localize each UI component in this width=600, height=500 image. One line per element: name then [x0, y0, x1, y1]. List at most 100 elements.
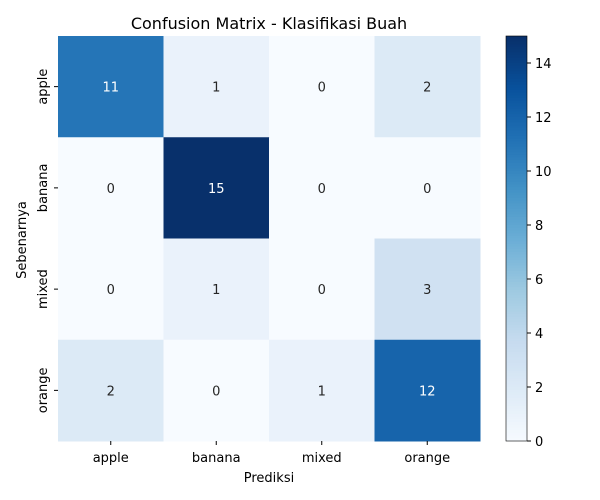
colorbar-segment: [506, 171, 527, 175]
colorbar-segment: [506, 162, 527, 167]
colorbar-segment: [506, 262, 527, 267]
colorbar-tick-label: 2: [535, 381, 543, 396]
heatmap-cell: [374, 137, 481, 239]
cell-value-label: 1: [212, 81, 220, 96]
heatmap-cell: [269, 238, 375, 341]
x-tick-label: mixed: [302, 451, 342, 466]
colorbar-segment: [506, 311, 527, 315]
colorbar-segment: [506, 362, 527, 366]
colorbar-segment: [506, 189, 527, 194]
colorbar-segment: [506, 230, 527, 234]
colorbar-segment: [506, 238, 527, 242]
colorbar-tick-label: 8: [535, 219, 543, 234]
colorbar-segment: [506, 281, 527, 285]
heatmap-cell: [163, 137, 270, 239]
heatmap-cell: [163, 238, 270, 341]
colorbar-segment: [506, 79, 527, 83]
colorbar-tick-label: 14: [535, 57, 552, 72]
heatmap-cell: [269, 36, 375, 138]
colorbar-segment: [506, 400, 527, 404]
colorbar-segment: [506, 92, 527, 96]
colorbar-segment: [506, 297, 527, 302]
colorbar-segment: [506, 360, 527, 364]
cell-value-label: 0: [212, 384, 220, 399]
colorbar-segment: [506, 73, 527, 78]
colorbar-segment: [506, 303, 527, 307]
colorbar-segment: [506, 49, 527, 53]
cell-value-label: 11: [102, 81, 119, 96]
colorbar-segment: [506, 416, 527, 420]
colorbar-segment: [506, 81, 527, 86]
colorbar-segment: [506, 90, 527, 94]
colorbar-segment: [506, 327, 527, 331]
y-axis-label: Sebenarnya: [15, 201, 30, 279]
colorbar-segment: [506, 219, 527, 223]
heatmap-cell: [374, 339, 481, 442]
cell-value-label: 0: [107, 182, 115, 197]
colorbar-segment: [506, 349, 527, 353]
colorbar-segment: [506, 273, 527, 277]
cell-value-label: 0: [318, 81, 326, 96]
colorbar-tick-label: 12: [535, 111, 552, 126]
colorbar-segment: [506, 365, 527, 369]
colorbar-segment: [506, 119, 527, 123]
colorbar-segment: [506, 354, 527, 358]
colorbar-segment: [506, 206, 527, 210]
colorbar-segment: [506, 346, 527, 350]
colorbar-segment: [506, 252, 527, 256]
colorbar-segment: [506, 260, 527, 264]
colorbar-segment: [506, 408, 527, 412]
heatmap-cell: [374, 238, 481, 341]
y-axis-ticks: apple banana mixed orange: [36, 69, 58, 413]
colorbar-segment: [506, 316, 527, 321]
colorbar-segment: [506, 114, 527, 118]
colorbar-segment: [506, 187, 527, 191]
colorbar-segment: [506, 130, 527, 134]
colorbar-tick-label: 10: [535, 165, 552, 180]
colorbar-segment: [506, 341, 527, 345]
colorbar-tick-label: 6: [535, 273, 543, 288]
colorbar-segment: [506, 343, 527, 348]
colorbar-segment: [506, 227, 527, 231]
colorbar-segment: [506, 284, 527, 288]
colorbar-segment: [506, 222, 527, 226]
colorbar-segment: [506, 295, 527, 299]
colorbar-segment: [506, 141, 527, 145]
colorbar-segment: [506, 435, 527, 439]
cell-value-label: 0: [423, 182, 431, 197]
colorbar-segment: [506, 427, 527, 431]
colorbar-segment: [506, 100, 527, 105]
colorbar-segment: [506, 208, 527, 213]
colorbar-segment: [506, 211, 527, 215]
colorbar-segment: [506, 357, 527, 361]
colorbar-segment: [506, 279, 527, 283]
colorbar-segment: [506, 176, 527, 180]
colorbar-segment: [506, 203, 527, 207]
colorbar-segment: [506, 63, 527, 67]
colorbar-segment: [506, 233, 527, 237]
colorbar-segment: [506, 117, 527, 121]
colorbar-segment: [506, 106, 527, 110]
colorbar-segment: [506, 270, 527, 275]
colorbar-segment: [506, 324, 527, 329]
colorbar-segment: [506, 403, 527, 407]
colorbar-segment: [506, 225, 527, 229]
heatmap-cell: [58, 339, 164, 442]
colorbar-segment: [506, 38, 527, 42]
colorbar-segment: [506, 368, 527, 372]
colorbar-segment: [506, 392, 527, 396]
y-tick-label: orange: [36, 367, 51, 413]
cell-annotations: 11 1 0 20 15 0 00 1 0 32 0 1 12: [102, 81, 435, 400]
colorbar-segment: [506, 87, 527, 91]
colorbar-segment: [506, 330, 527, 334]
colorbar-segment: [506, 152, 527, 156]
colorbar-segment: [506, 381, 527, 385]
colorbar-segment: [506, 387, 527, 391]
colorbar-segment: [506, 249, 527, 253]
x-axis-label: Prediksi: [244, 471, 294, 486]
colorbar-segment: [506, 71, 527, 75]
colorbar-segment: [506, 157, 527, 161]
colorbar-segment: [506, 338, 527, 342]
colorbar-segment: [506, 268, 527, 272]
cell-value-label: 12: [419, 384, 436, 399]
